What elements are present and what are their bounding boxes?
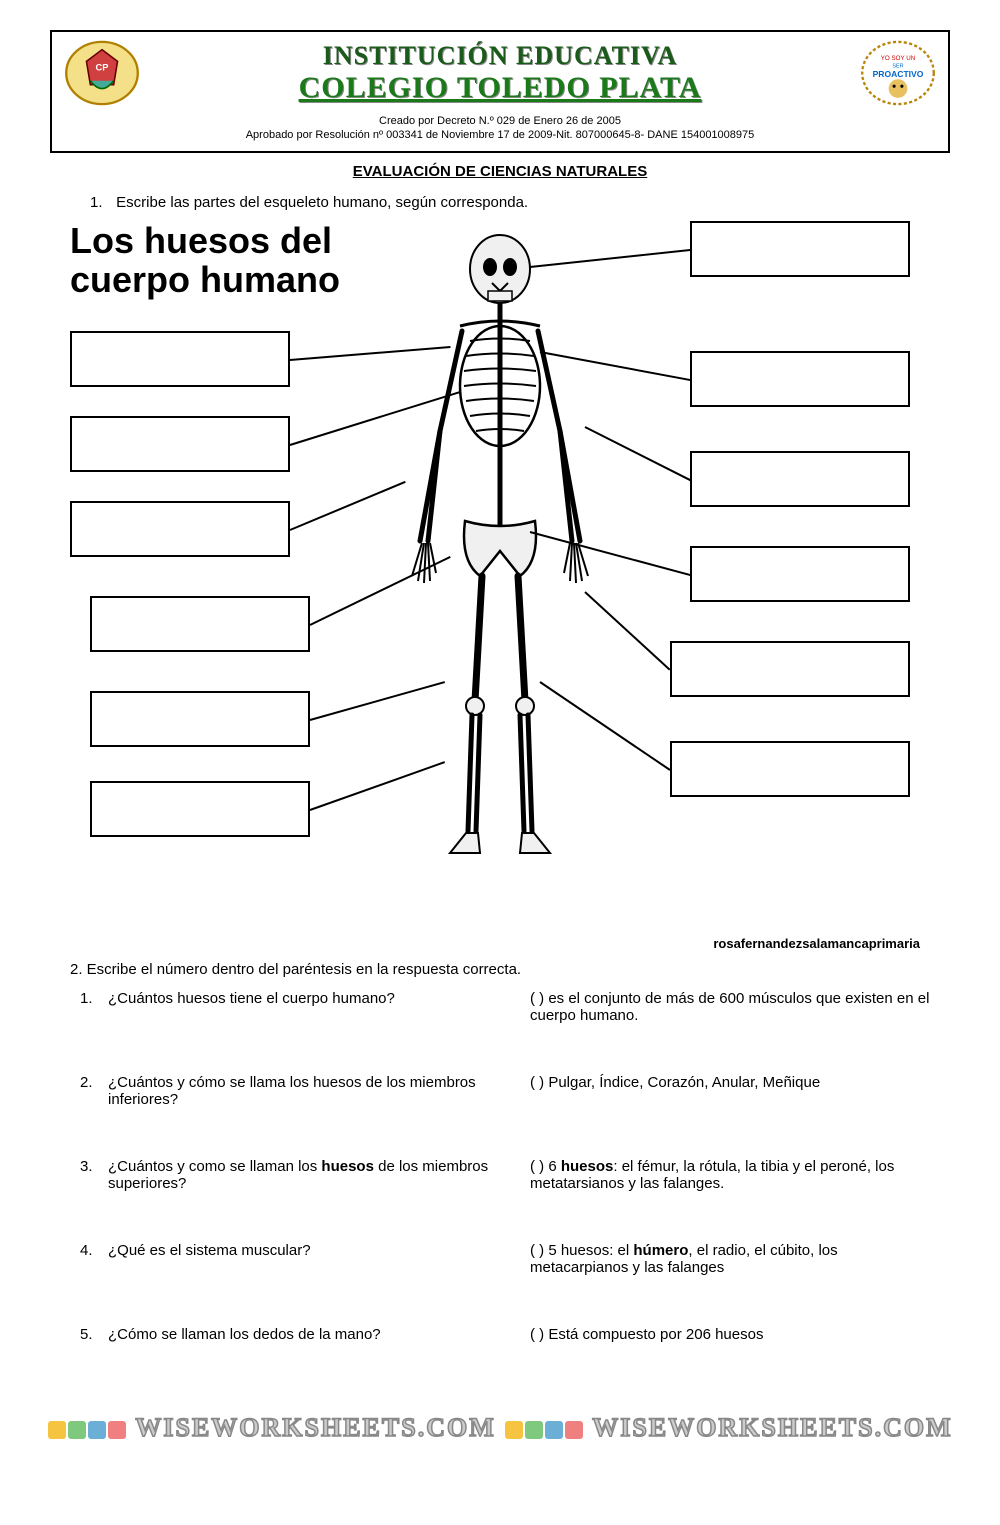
answer-box[interactable] [70, 416, 290, 472]
diagram-title-line1: Los huesos del [70, 221, 340, 261]
q1-number: 1. [90, 194, 112, 211]
match-number: 4. [80, 1242, 98, 1259]
institution-name-1: INSTITUCIÓN EDUCATIVA [162, 41, 838, 71]
match-answer[interactable]: ( ) es el conjunto de más de 600 músculo… [530, 990, 930, 1024]
match-answer[interactable]: ( ) 6 huesos: el fémur, la rótula, la ti… [530, 1158, 930, 1192]
match-question: ¿Cuántos y cómo se llama los huesos de l… [108, 1074, 500, 1108]
diagram-title-line2: cuerpo humano [70, 260, 340, 300]
match-number: 1. [80, 990, 98, 1007]
header-subtext: Creado por Decreto N.º 029 de Enero 26 d… [62, 114, 938, 143]
evaluation-title: EVALUACIÓN DE CIENCIAS NATURALES [50, 163, 950, 180]
header-top: CP INSTITUCIÓN EDUCATIVA COLEGIO TOLEDO … [62, 38, 938, 108]
svg-text:CP: CP [96, 63, 109, 73]
answer-box[interactable] [690, 351, 910, 407]
svg-text:PROACTIVO: PROACTIVO [873, 69, 924, 79]
header-box: CP INSTITUCIÓN EDUCATIVA COLEGIO TOLEDO … [50, 30, 950, 153]
answer-box[interactable] [70, 501, 290, 557]
match-question: ¿Cuántos huesos tiene el cuerpo humano? [108, 990, 395, 1007]
decree-line-1: Creado por Decreto N.º 029 de Enero 26 d… [62, 114, 938, 128]
question-1-instruction: 1. Escribe las partes del esqueleto huma… [90, 194, 950, 211]
institution-name-2: COLEGIO TOLEDO PLATA [162, 71, 838, 105]
answer-box[interactable] [670, 741, 910, 797]
diagram-credit: rosafernandezsalamancaprimaria [713, 936, 920, 951]
answer-box[interactable] [90, 691, 310, 747]
answer-box[interactable] [90, 596, 310, 652]
header-title: INSTITUCIÓN EDUCATIVA COLEGIO TOLEDO PLA… [162, 41, 838, 105]
match-answer[interactable]: ( ) Está compuesto por 206 huesos [530, 1326, 930, 1343]
question-2-instruction: 2. Escribe el número dentro del paréntes… [70, 961, 950, 978]
school-logo-icon: CP [62, 38, 142, 108]
match-question: ¿Qué es el sistema muscular? [108, 1242, 311, 1259]
matching-row: 2. ¿Cuántos y cómo se llama los huesos de… [80, 1074, 930, 1108]
match-number: 2. [80, 1074, 98, 1108]
watermark: WISEWORKSHEETS.COM WISEWORKSHEETS.COM [0, 1413, 1000, 1443]
skeleton-diagram: Los huesos del cuerpo humano [50, 221, 950, 951]
q1-text: Escribe las partes del esqueleto humano,… [116, 194, 528, 211]
matching-row: 1. ¿Cuántos huesos tiene el cuerpo humano… [80, 990, 930, 1024]
svg-text:YO SOY UN: YO SOY UN [881, 55, 915, 62]
answer-box[interactable] [690, 221, 910, 277]
proactivo-logo-icon: YO SOY UN SER PROACTIVO [858, 38, 938, 108]
answer-box[interactable] [670, 641, 910, 697]
diagram-title: Los huesos del cuerpo humano [70, 221, 340, 300]
answer-box[interactable] [690, 546, 910, 602]
match-number: 3. [80, 1158, 98, 1192]
answer-box[interactable] [70, 331, 290, 387]
matching-row: 4. ¿Qué es el sistema muscular? ( ) 5 hues… [80, 1242, 930, 1276]
answer-box[interactable] [690, 451, 910, 507]
match-question: ¿Cómo se llaman los dedos de la mano? [108, 1326, 381, 1343]
matching-row: 3. ¿Cuántos y como se llaman los huesos d… [80, 1158, 930, 1192]
answer-box[interactable] [90, 781, 310, 837]
decree-line-2: Aprobado por Resolución nº 003341 de Nov… [62, 128, 938, 142]
match-question: ¿Cuántos y como se llaman los huesos de … [108, 1158, 500, 1192]
match-answer[interactable]: ( ) 5 huesos: el húmero, el radio, el cú… [530, 1242, 930, 1276]
matching-row: 5. ¿Cómo se llaman los dedos de la mano? (… [80, 1326, 930, 1343]
match-number: 5. [80, 1326, 98, 1343]
match-answer[interactable]: ( ) Pulgar, Índice, Corazón, Anular, Meñ… [530, 1074, 930, 1091]
